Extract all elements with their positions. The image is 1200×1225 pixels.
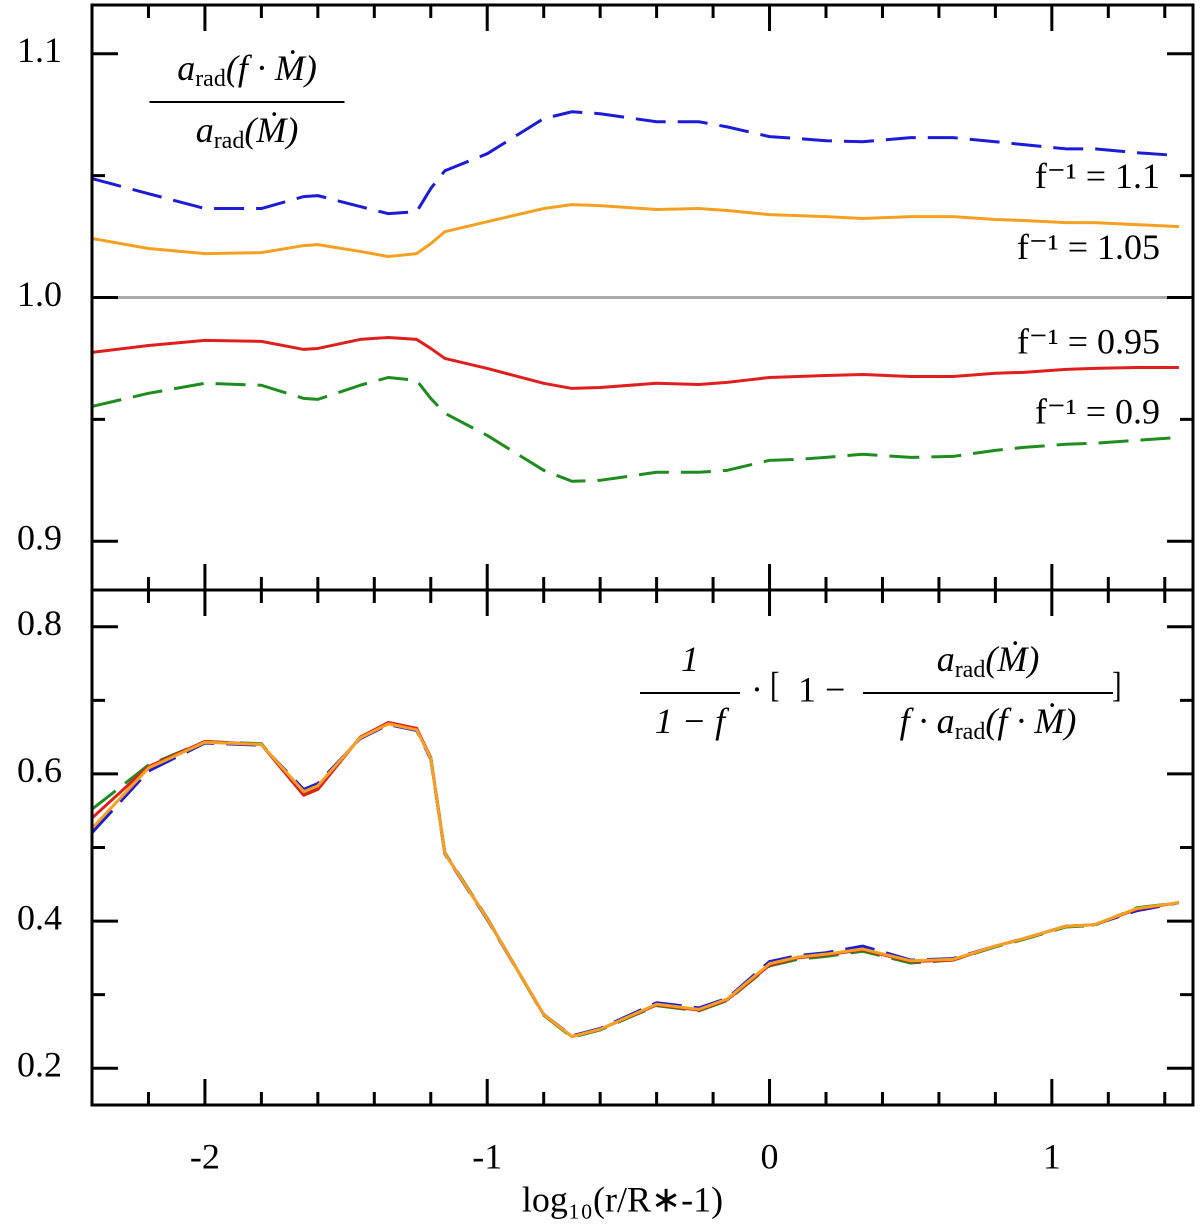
subscript: rad	[195, 66, 226, 92]
panel	[91, 110, 1193, 483]
x-tick-label: -2	[190, 1136, 220, 1176]
series-label: f⁻¹ = 0.95	[1017, 322, 1160, 362]
formula-piece: (f · Ṁ)	[226, 48, 317, 88]
formula-text: f · arad(f · Ṁ)	[900, 701, 1077, 744]
y-tick-label: 0.8	[17, 603, 62, 643]
subscript: rad	[214, 128, 245, 154]
series-label: f⁻¹ = 0.9	[1035, 392, 1160, 432]
y-tick-label: 1.0	[17, 274, 62, 314]
formula-piece: (Ṁ)	[244, 110, 298, 150]
series-line	[91, 203, 1179, 259]
formula-dot: ·	[751, 669, 763, 709]
series-line	[90, 720, 1180, 1039]
y-tick-label: 0.6	[17, 750, 62, 790]
formula-piece: 1 − f	[655, 701, 730, 741]
formula-text: arad(Ṁ)	[937, 639, 1040, 682]
x-axis-label: log₁₀(r/R∗-1)	[522, 1179, 723, 1219]
x-tick-label: 1	[1043, 1136, 1061, 1176]
formula-piece: a	[196, 110, 214, 150]
formula-text: 1 −	[798, 669, 845, 709]
series-line	[91, 375, 1179, 483]
formula-text: 1 − f	[655, 701, 730, 741]
x-tick-label: 0	[761, 1136, 779, 1176]
y-tick-label: 1.1	[17, 30, 62, 70]
x-tick-label: -1	[472, 1136, 502, 1176]
formula-piece: (Ṁ)	[985, 639, 1039, 679]
series-line	[91, 110, 1179, 216]
formula-piece: a	[177, 48, 195, 88]
subscript: rad	[955, 719, 986, 745]
series-line	[91, 721, 1180, 1039]
series-label: f⁻¹ = 1.05	[1017, 227, 1160, 267]
y-tick-label: 0.4	[17, 897, 62, 937]
y-tick-label: 0.2	[17, 1044, 62, 1084]
formula-piece: (f · Ṁ)	[985, 701, 1076, 741]
formula-text: 1	[681, 639, 699, 679]
subscript: rad	[955, 657, 986, 683]
series-line	[90, 723, 1180, 1038]
formula-text: arad(f · Ṁ)	[177, 48, 317, 91]
formula-piece: 1	[681, 639, 699, 679]
formula-text: arad(Ṁ)	[196, 110, 299, 153]
formula-piece: a	[937, 639, 955, 679]
series-line	[90, 722, 1180, 1039]
y-tick-label: 0.9	[17, 518, 62, 558]
formula-piece: f · a	[900, 701, 955, 741]
series-line	[91, 335, 1179, 390]
bracket: ]	[1112, 665, 1122, 705]
panel	[90, 720, 1180, 1039]
series-label: f⁻¹ = 1.1	[1035, 156, 1160, 196]
bracket: [	[770, 665, 780, 705]
